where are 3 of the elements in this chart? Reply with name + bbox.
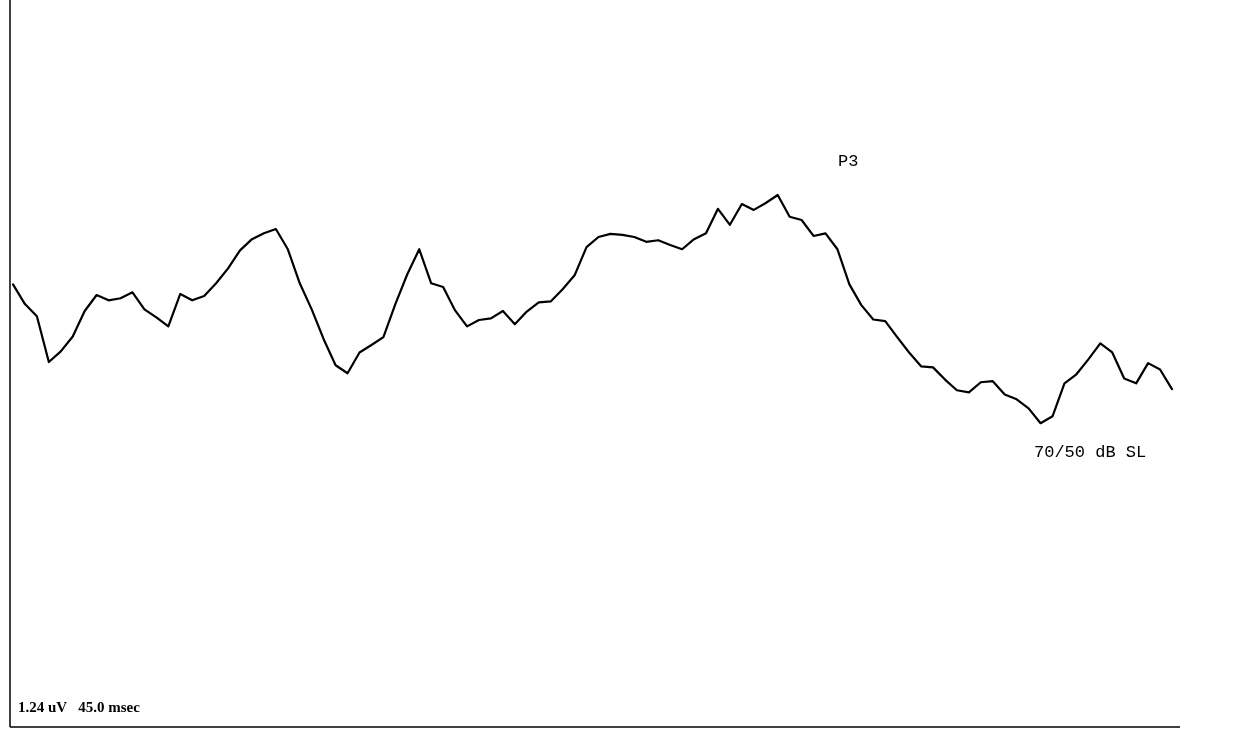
annotation: 70/50 dB SL: [1034, 443, 1147, 462]
text: P3: [838, 152, 859, 171]
annotation: 1.24 uV 45.0 msec: [18, 699, 141, 715]
